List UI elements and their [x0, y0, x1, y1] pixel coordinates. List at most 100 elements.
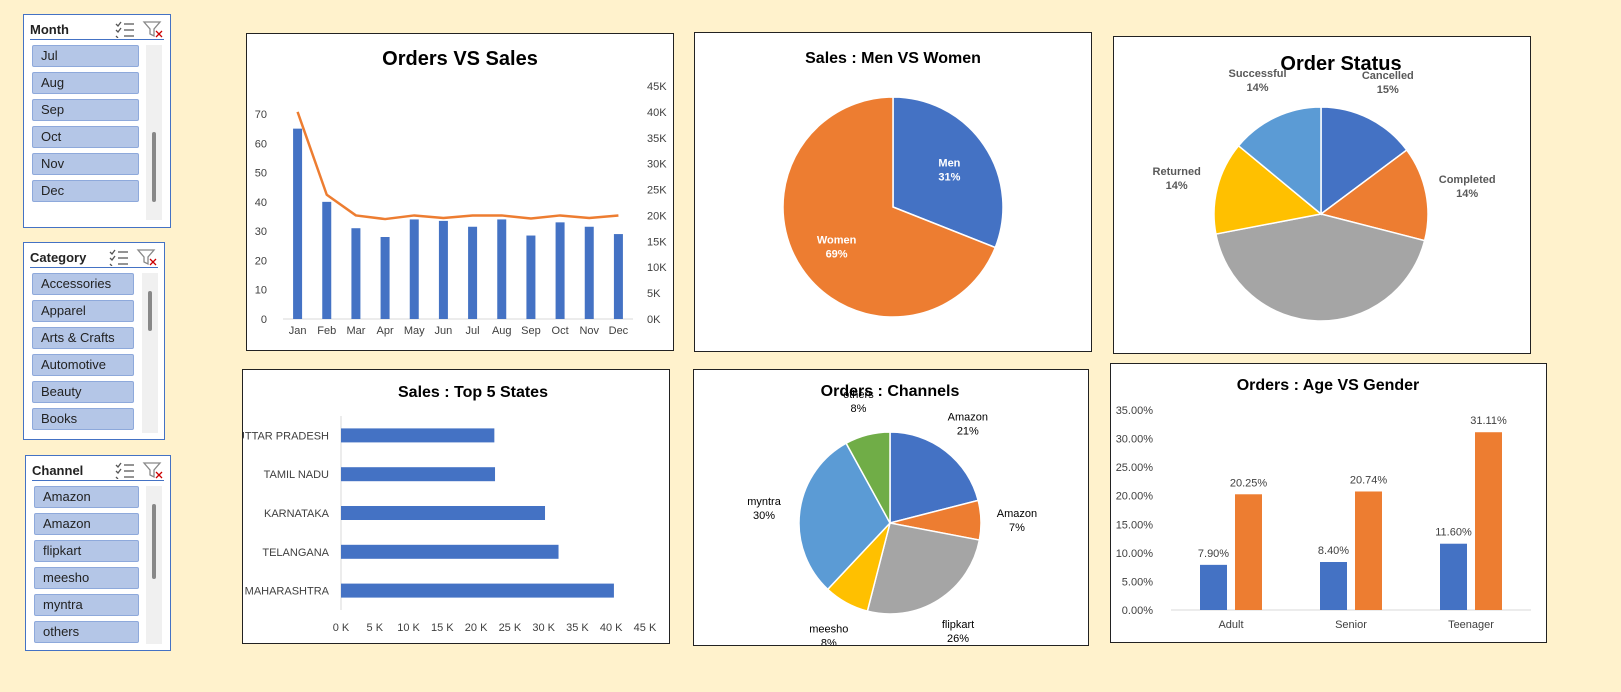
x-tick-label: 20 K [465, 622, 488, 634]
slice-percent: 14% [1247, 82, 1269, 94]
slicer-item[interactable]: others [34, 621, 139, 643]
slice-percent: 31% [938, 172, 960, 184]
orders-bar [584, 226, 594, 319]
multi-select-icon[interactable] [114, 20, 136, 38]
chart-title: Orders VS Sales [382, 48, 538, 70]
slicer-item[interactable]: Aug [32, 72, 139, 94]
pie-slice [892, 96, 1004, 249]
slicer-item[interactable]: Accessories [32, 273, 134, 295]
y-tick-right: 30K [647, 159, 667, 171]
slice-label: Returned [1153, 166, 1201, 178]
slicer-item[interactable]: Dec [32, 180, 139, 202]
pie-slice [798, 442, 891, 591]
x-tick-label: Senior [1335, 619, 1367, 631]
orders-bar [555, 222, 565, 319]
slice-percent: 7% [1009, 522, 1025, 534]
slicer-scrollbar[interactable] [146, 45, 162, 220]
slice-label: flipkart [942, 619, 974, 631]
slice-label: myntra [747, 496, 782, 508]
x-tick-label: Mar [346, 325, 365, 337]
slicer-title: Month [30, 21, 69, 37]
scrollbar-thumb[interactable] [152, 504, 156, 579]
age-gender-bar [1235, 494, 1262, 610]
slice-label: Completed [1439, 174, 1496, 186]
pie-slice [889, 431, 980, 524]
state-bar [341, 506, 546, 520]
slicer-item[interactable]: Apparel [32, 300, 134, 322]
y-tick-left: 20 [255, 255, 267, 267]
data-label: 11.60% [1435, 527, 1472, 539]
y-tick-label: KARNATAKA [264, 508, 330, 520]
pie-slice [782, 96, 997, 318]
y-tick-label: 0.00% [1122, 605, 1153, 617]
slice-percent: 15% [1377, 84, 1399, 96]
slicer-item[interactable]: Amazon [34, 513, 139, 535]
x-tick-label: Teenager [1448, 619, 1494, 631]
chart-title: Order Status [1280, 53, 1401, 75]
slice-percent: 21% [957, 426, 979, 438]
age-gender-bar [1475, 432, 1502, 610]
x-tick-label: Nov [579, 325, 599, 337]
clear-filter-icon[interactable] [142, 20, 164, 38]
x-tick-label: 25 K [499, 622, 522, 634]
pie-slice [1320, 106, 1408, 216]
month-slicer: Month Jul Aug Sep Oct Nov Dec [23, 14, 171, 228]
category-slicer: Category Accessories Apparel Arts & Crafts… [23, 242, 165, 440]
y-tick-label: MAHARASHTRA [245, 586, 330, 598]
pie-slice [1237, 106, 1322, 216]
multi-select-icon[interactable] [108, 248, 130, 266]
slicer-item[interactable]: Beauty [32, 381, 134, 403]
scrollbar-thumb[interactable] [148, 291, 152, 331]
slicer-item[interactable]: Amazon [34, 486, 139, 508]
top-states-svg: Sales : Top 5 States UTTAR PRADESH TAMIL N… [243, 384, 657, 634]
x-tick-label: Feb [317, 325, 336, 337]
clear-filter-icon[interactable] [136, 248, 158, 266]
slice-label: Cancelled [1362, 70, 1414, 82]
orders-bar [351, 228, 361, 319]
slicer-item[interactable]: Books [32, 408, 134, 430]
slicer-scrollbar[interactable] [142, 273, 158, 433]
y-tick-left: 40 [255, 197, 267, 209]
top-states-chart: Sales : Top 5 States UTTAR PRADESH TAMIL N… [242, 369, 670, 644]
x-tick-label: 0 K [333, 622, 350, 634]
y-tick-label: TELANGANA [262, 547, 329, 559]
slicer-title: Category [30, 249, 87, 265]
y-tick-right: 5K [647, 288, 661, 300]
scrollbar-thumb[interactable] [152, 132, 156, 202]
age-gender-bar [1200, 564, 1227, 610]
slicer-item[interactable]: Nov [32, 153, 139, 175]
state-bar [341, 428, 495, 443]
data-label: 7.90% [1198, 548, 1229, 560]
pie-slice [1215, 213, 1426, 322]
y-tick-right: 20K [647, 210, 667, 222]
slicer-item[interactable]: flipkart [34, 540, 139, 562]
orders-bar [613, 234, 623, 319]
slice-percent: 26% [947, 633, 969, 645]
age-gender-bar [1320, 562, 1347, 610]
state-bar [341, 583, 614, 598]
slicer-item[interactable]: myntra [34, 594, 139, 616]
y-tick-label: 20.00% [1116, 491, 1154, 503]
x-tick-label: Jan [289, 325, 307, 337]
slicer-scrollbar[interactable] [146, 486, 162, 644]
y-tick-label: 15.00% [1116, 519, 1154, 531]
slicer-item[interactable]: Arts & Crafts [32, 327, 134, 349]
slicer-item[interactable]: Jul [32, 45, 139, 67]
x-tick-label: 5 K [367, 622, 384, 634]
y-tick-left: 10 [255, 285, 267, 297]
multi-select-icon[interactable] [114, 461, 136, 479]
slicer-item[interactable]: Sep [32, 99, 139, 121]
x-tick-label: 10 K [397, 622, 420, 634]
y-tick-right: 40K [647, 107, 667, 119]
slice-label: Delivered [1292, 352, 1342, 353]
slicer-item[interactable]: Oct [32, 126, 139, 148]
slicer-item[interactable]: Automotive [32, 354, 134, 376]
slicer-item[interactable]: meesho [34, 567, 139, 589]
orders-bar [322, 201, 332, 319]
x-tick-label: Aug [492, 325, 512, 337]
clear-filter-icon[interactable] [142, 461, 164, 479]
y-tick-right: 15K [647, 236, 667, 248]
age-gender-bar [1355, 491, 1382, 610]
data-label: 20.25% [1230, 477, 1268, 489]
